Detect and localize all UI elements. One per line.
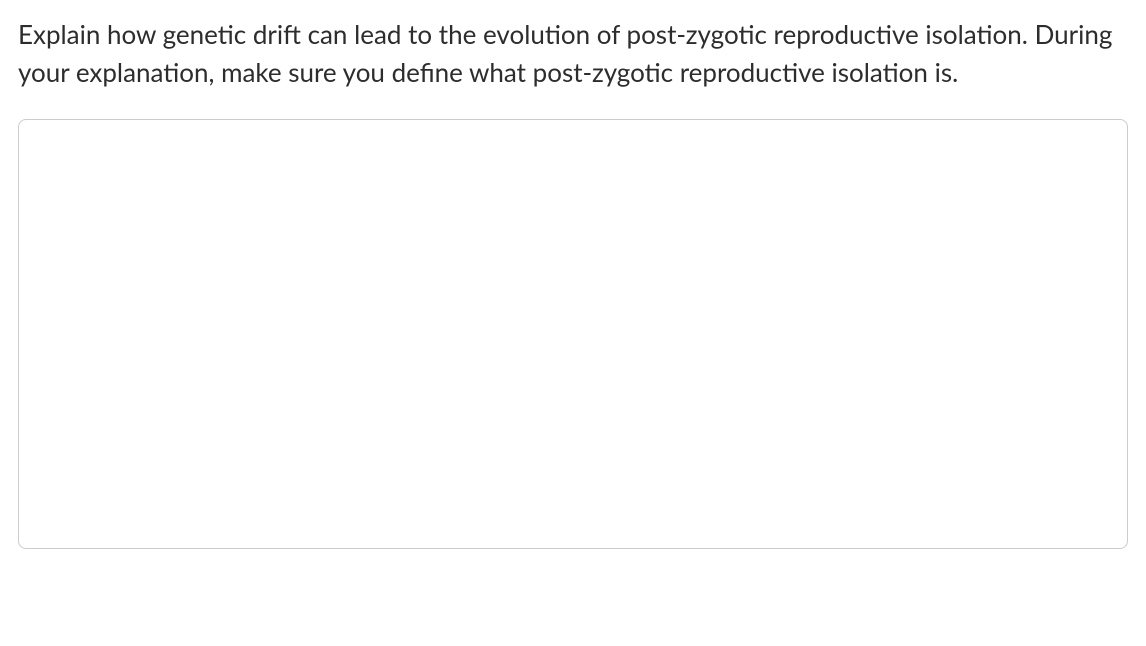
question-prompt: Explain how genetic drift can lead to th… — [18, 16, 1128, 91]
answer-textarea[interactable] — [18, 119, 1128, 549]
